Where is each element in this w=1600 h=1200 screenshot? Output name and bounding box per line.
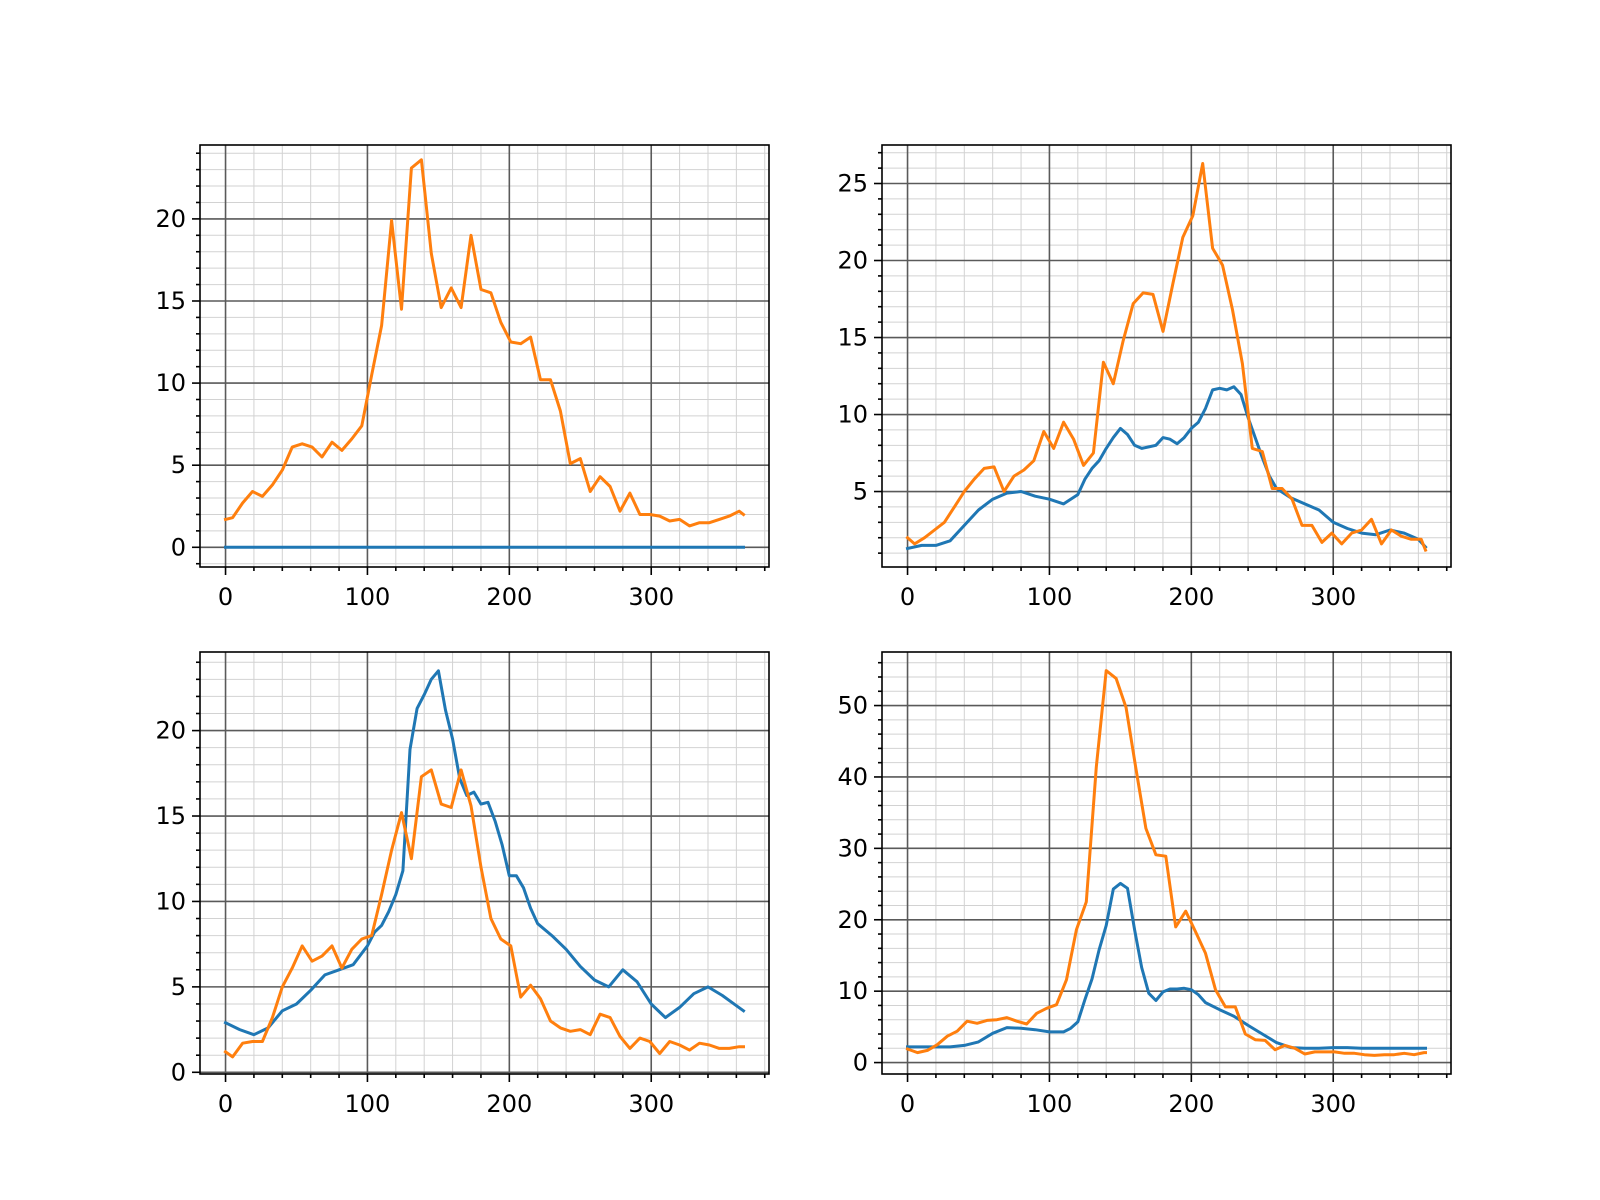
y-tick-label: 10 — [155, 369, 186, 397]
y-tick-label: 0 — [853, 1049, 868, 1077]
axes-frame — [881, 651, 1452, 1075]
y-tick-label: 0 — [171, 533, 186, 561]
y-tick-label: 25 — [837, 170, 868, 198]
x-tick-label: 0 — [218, 583, 233, 611]
subplot-top-right: 0 100 200 300 5 10 15 20 25 — [837, 144, 1452, 611]
x-tick-label: 0 — [900, 1090, 915, 1118]
x-tick-label: 200 — [486, 583, 532, 611]
y-tick-label: 20 — [837, 906, 868, 934]
x-tick-label: 0 — [218, 1090, 233, 1118]
series-line-2 — [905, 669, 1427, 1057]
axes-frame — [199, 651, 770, 1075]
subplot-bottom-right: 0 100 200 300 0 10 20 30 40 50 — [837, 651, 1452, 1118]
minor-grid — [882, 145, 1451, 567]
y-tick-label: 5 — [171, 973, 186, 1001]
y-tick-label: 20 — [155, 205, 186, 233]
minor-grid — [200, 652, 769, 1074]
y-tick-label: 50 — [837, 692, 868, 720]
x-tick-label: 100 — [345, 583, 391, 611]
y-tick-label: 5 — [171, 451, 186, 479]
subplot-top-left: 0 100 200 300 0 5 10 15 20 — [155, 144, 770, 611]
series-line-1 — [905, 385, 1428, 551]
x-tick-label: 100 — [1027, 1090, 1073, 1118]
y-tick-label: 20 — [155, 717, 186, 745]
series-line-1 — [906, 881, 1427, 1050]
y-tick-label: 20 — [837, 247, 868, 275]
series-line-2 — [223, 158, 746, 528]
major-grid — [882, 145, 1451, 567]
x-tick-label: 300 — [1310, 1090, 1356, 1118]
subplot-bottom-left: 0 100 200 300 0 5 10 15 20 — [155, 651, 770, 1118]
x-tick-label: 100 — [345, 1090, 391, 1118]
y-tick-label: 15 — [155, 287, 186, 315]
x-tick-label: 200 — [1168, 583, 1214, 611]
series-line-2 — [905, 162, 1428, 553]
y-tick-label: 15 — [155, 802, 186, 830]
x-tick-label: 300 — [1310, 583, 1356, 611]
x-tick-label: 100 — [1027, 583, 1073, 611]
y-tick-label: 10 — [155, 887, 186, 915]
x-tick-label: 300 — [628, 583, 674, 611]
axes-frame — [199, 144, 770, 568]
x-tick-label: 300 — [628, 1090, 674, 1118]
axes-frame — [881, 144, 1452, 568]
x-tick-label: 0 — [900, 583, 915, 611]
y-tick-label: 30 — [837, 834, 868, 862]
major-grid — [200, 652, 769, 1074]
y-tick-label: 15 — [837, 324, 868, 352]
y-tick-label: 5 — [853, 478, 868, 506]
y-tick-label: 10 — [837, 977, 868, 1005]
y-tick-label: 0 — [171, 1058, 186, 1086]
series-line-2 — [223, 768, 745, 1059]
x-tick-label: 200 — [1168, 1090, 1214, 1118]
y-tick-label: 10 — [837, 401, 868, 429]
x-tick-label: 200 — [486, 1090, 532, 1118]
minor-grid — [200, 145, 769, 567]
y-tick-label: 40 — [837, 763, 868, 791]
